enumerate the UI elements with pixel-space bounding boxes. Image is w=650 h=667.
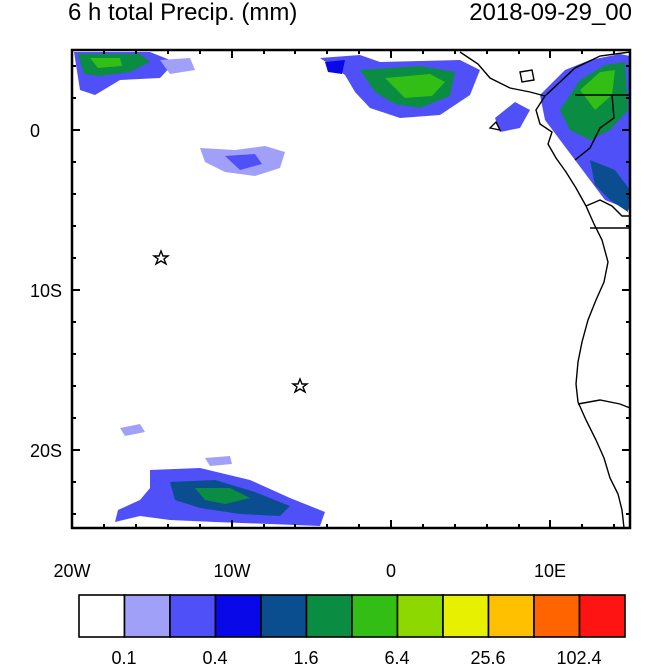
map-title: 6 h total Precip. (mm)	[68, 0, 298, 26]
colorbar-tick-label: 6.4	[384, 648, 409, 667]
colorbar-box	[78, 594, 126, 638]
x-tick-label: 10W	[213, 561, 250, 581]
colorbar-tick-label: 0.1	[111, 648, 136, 667]
star-marker-1	[151, 249, 171, 266]
star-marker-2	[290, 377, 310, 394]
colorbar	[78, 594, 626, 638]
colorbar-box	[351, 594, 399, 638]
colorbar-box	[260, 594, 308, 638]
precip-patch	[225, 154, 262, 170]
y-tick-label: 10S	[30, 281, 62, 301]
colorbar-box	[396, 594, 444, 638]
colorbar-box	[305, 594, 353, 638]
x-tick-label: 20W	[53, 561, 90, 581]
precip-patch	[590, 160, 630, 212]
colorbar-tick-label: 25.6	[470, 648, 505, 667]
y-tick-label: 0	[30, 121, 40, 141]
colorbar-labels: 0.1 0.4 1.6 6.4 25.6 102.4	[111, 648, 601, 667]
coastlines	[459, 51, 630, 528]
precip-patch	[120, 424, 145, 436]
precip-patch	[580, 70, 615, 110]
colorbar-box	[578, 594, 626, 638]
precip-patch	[495, 102, 530, 132]
colorbar-tick-label: 102.4	[556, 648, 601, 667]
map-datetime: 2018-09-29_00	[469, 0, 632, 26]
colorbar-box	[487, 594, 535, 638]
star-markers	[151, 249, 310, 394]
colorbar-box	[123, 594, 171, 638]
colorbar-box	[214, 594, 262, 638]
x-tick-label: 10E	[534, 561, 566, 581]
colorbar-box	[533, 594, 581, 638]
colorbar-box	[442, 594, 490, 638]
axis-ticks	[71, 50, 630, 528]
precip-patch	[160, 58, 195, 74]
precip-patch	[195, 488, 250, 504]
precip-patch	[325, 60, 345, 74]
colorbar-tick-label: 1.6	[293, 648, 318, 667]
precip-patch	[90, 58, 122, 68]
precip-field	[74, 52, 630, 526]
precip-patch	[385, 74, 445, 98]
precip-patch	[205, 456, 232, 466]
colorbar-tick-label: 0.4	[202, 648, 227, 667]
y-tick-label: 20S	[30, 441, 62, 461]
x-tick-label: 0	[386, 561, 396, 581]
colorbar-box	[169, 594, 217, 638]
